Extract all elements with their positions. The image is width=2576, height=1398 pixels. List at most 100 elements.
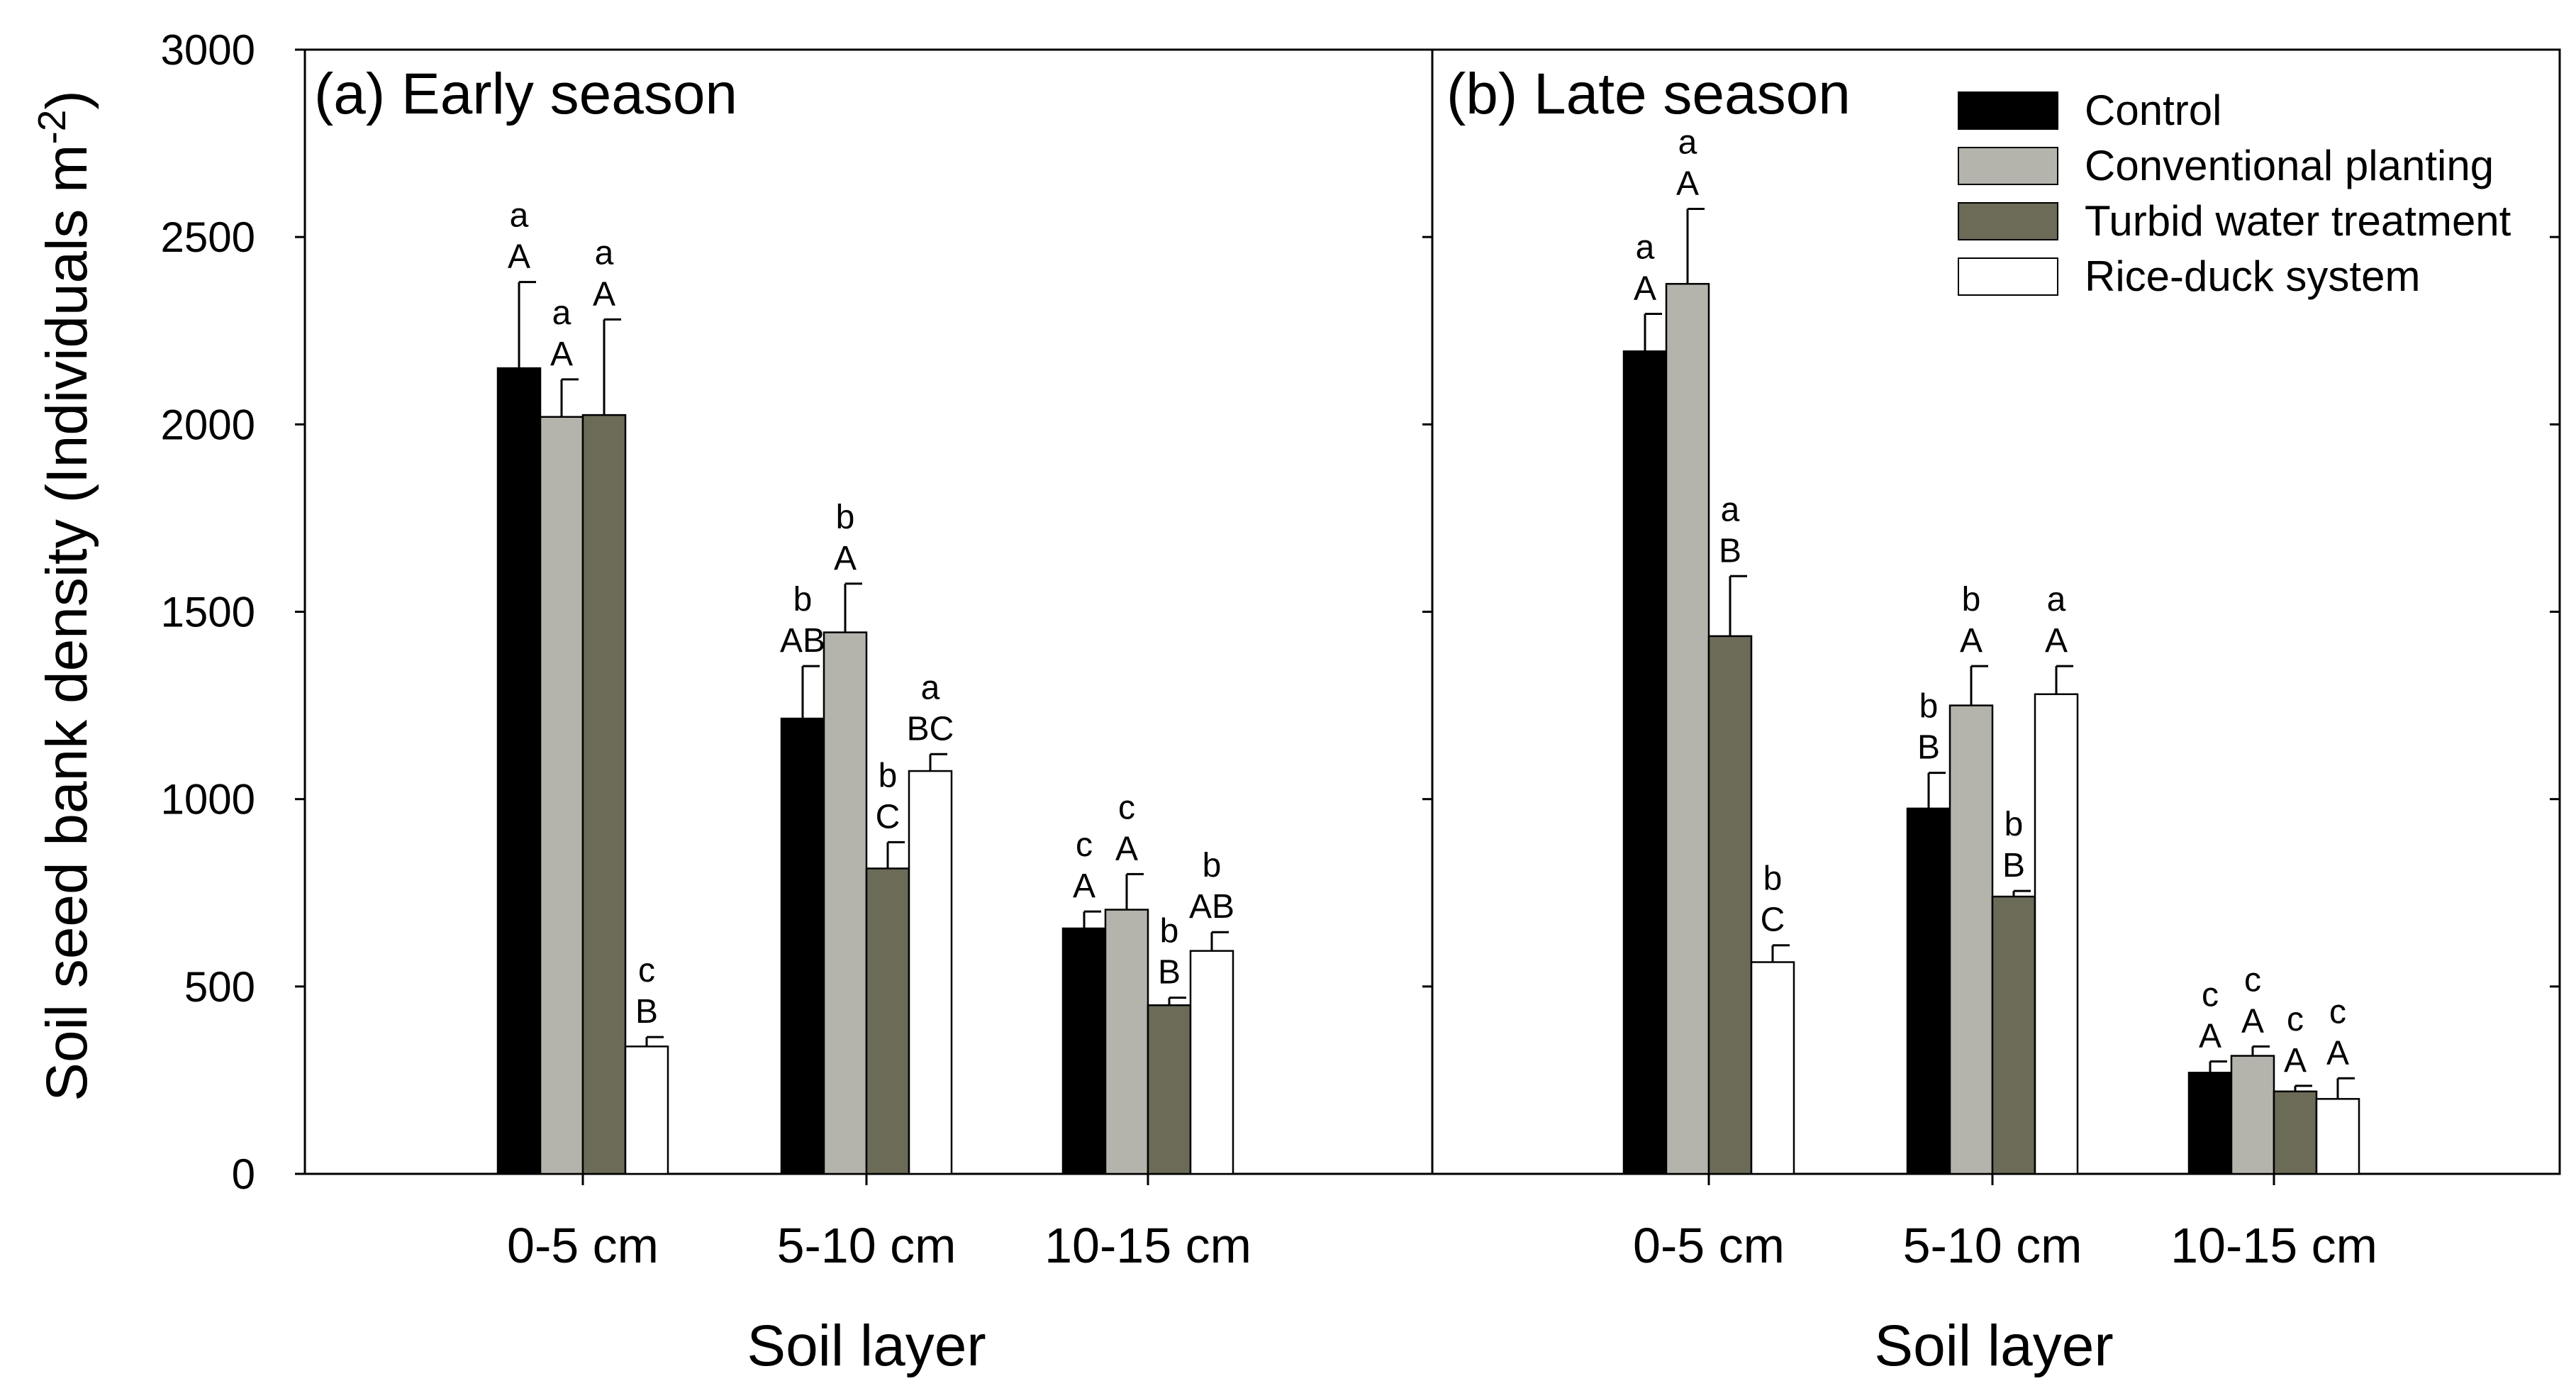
y-tick-label-3000: 3000: [161, 26, 255, 74]
panel-b-0-5-cm-conventional-planting-sig-upper: A: [1676, 165, 1699, 203]
panel-b-5-10-cm-rice-duck-system-bar: [2034, 693, 2079, 1175]
panel-a-5-10-cm-conventional-planting-bar: [823, 631, 868, 1175]
panel-b-5-10-cm-rice-duck-system-sig-lower: a: [2047, 581, 2066, 618]
panel-b-0-5-cm-conventional-planting-bar: [1665, 282, 1710, 1175]
panel-b-5-10-cm-control-bar: [1906, 807, 1951, 1175]
panel-a-5-10-cm-control-sig-upper: AB: [780, 622, 825, 660]
y-axis-title: Soil seed bank density (Individuals m-2): [30, 90, 99, 1101]
panel-b-5-10-cm-conventional-planting-sig-upper: A: [1960, 622, 1983, 660]
panel-a-10-15-cm-turbid-water-treatment-sig-upper: B: [1158, 954, 1181, 992]
panel-b-10-15-cm-conventional-planting-sig-upper: A: [2241, 1002, 2264, 1040]
panel-a-10-15-cm-rice-duck-system-sig-upper: AB: [1189, 888, 1234, 926]
panel-b-0-5-cm-rice-duck-system-sig-lower: b: [1763, 860, 1783, 898]
panel-b-5-10-cm-rice-duck-system-sig-upper: A: [2045, 622, 2068, 660]
panel-b-5-10-cm-control-sig-upper: B: [1917, 729, 1940, 767]
panel-b-5-10-cm-conventional-planting-sig-lower: b: [1962, 581, 1981, 618]
panel-a-5-10-cm-conventional-planting-sig-lower: b: [836, 499, 855, 536]
y-tick-label-1000: 1000: [161, 776, 255, 823]
panel-a-0-5-cm-conventional-planting-sig-lower: a: [552, 294, 571, 332]
y-axis-title-superscript: -2: [30, 110, 74, 145]
panel-b-0-5-cm-rice-duck-system-bar: [1750, 961, 1795, 1175]
panel-a-0-5-cm-rice-duck-system-sig-upper: B: [635, 993, 658, 1031]
panel-b-10-15-cm-conventional-planting-bar: [2230, 1055, 2275, 1175]
panel-b-5-10-cm-turbid-water-treatment-bar: [1991, 895, 2036, 1175]
legend-swatch-turbid: [1958, 202, 2058, 240]
panel-a-10-15-cm-control-sig-lower: c: [1076, 826, 1093, 864]
panel-b-5-10-cm-turbid-water-treatment-sig-lower: b: [2005, 806, 2024, 843]
panel-a-10-15-cm-conventional-planting-sig-upper: A: [1115, 830, 1138, 867]
panel-a-5-10-cm-control-sig-lower: b: [793, 581, 813, 618]
panel-a-10-15-cm-rice-duck-system-bar: [1189, 950, 1234, 1175]
y-tick-label-2500: 2500: [161, 213, 255, 261]
panel-b-10-15-cm-control-sig-lower: c: [2202, 977, 2219, 1014]
y-tick-labels: 0 500 1000 1500 2000 2500 3000: [161, 26, 255, 1198]
panel-b-10-15-cm-turbid-water-treatment-sig-lower: c: [2287, 1001, 2304, 1038]
legend-label-conventional: Conventional planting: [2085, 142, 2494, 189]
x-tick-label-5-10-cm: 5-10 cm: [777, 1218, 957, 1273]
panel-a-title: (a) Early season: [314, 62, 737, 126]
panel-a-0-5-cm-rice-duck-system-sig-lower: c: [638, 952, 655, 989]
panel-a-0-5-cm-turbid-water-treatment-bar: [581, 414, 627, 1175]
panel-a-5-10-cm-conventional-planting-sig-upper: A: [834, 540, 857, 577]
legend: Control Conventional planting Turbid wat…: [1958, 87, 2511, 300]
panel-a-10-15-cm-turbid-water-treatment-sig-lower: b: [1160, 913, 1179, 950]
panel-b-0-5-cm-control-sig-lower: a: [1636, 228, 1655, 266]
panel-a-5-10-cm-rice-duck-system-sig-upper: BC: [907, 710, 954, 748]
panel-a-5-10-cm-rice-duck-system-bar: [908, 770, 953, 1175]
panel-a-5-10-cm-turbid-water-treatment-sig-upper: C: [876, 798, 901, 836]
y-axis-title-main: Soil seed bank density (Individuals m: [35, 145, 99, 1102]
panel-b-0-5-cm-turbid-water-treatment-sig-lower: a: [1721, 491, 1740, 528]
panel-a-10-15-cm-control-sig-upper: A: [1073, 867, 1095, 905]
panel-b-0-5-cm-turbid-water-treatment-sig-upper: B: [1719, 532, 1741, 570]
panel-b-title: (b) Late season: [1446, 62, 1851, 126]
x-tick-label-10-15-cm: 10-15 cm: [2170, 1218, 2377, 1273]
panel-b-0-5-cm-conventional-planting-sig-lower: a: [1678, 124, 1697, 162]
panel-a-10-15-cm-rice-duck-system-sig-lower: b: [1203, 847, 1222, 884]
panel-a-0-5-cm-conventional-planting-sig-upper: A: [550, 335, 573, 373]
panel-a-0-5-cm-control-sig-upper: A: [508, 238, 530, 276]
x-tick-label-0-5-cm: 0-5 cm: [1633, 1218, 1785, 1273]
panel-a-0-5-cm-turbid-water-treatment-sig-upper: A: [593, 275, 615, 313]
x-tick-label-5-10-cm: 5-10 cm: [1903, 1218, 2082, 1273]
y-tick-label-0: 0: [232, 1150, 255, 1198]
panel-b-10-15-cm-rice-duck-system-sig-upper: A: [2326, 1034, 2349, 1072]
y-tick-label-1500: 1500: [161, 589, 255, 636]
panel-b: (b) Late season AaAaBaCbBbAbBbAaAcAcAcAc…: [1446, 62, 2377, 1378]
y-tick-label-500: 500: [184, 963, 255, 1011]
panel-b-0-5-cm-rice-duck-system-sig-upper: C: [1761, 902, 1785, 939]
legend-swatch-rice-duck: [1958, 257, 2058, 296]
panel-a-x-axis-title: Soil layer: [747, 1314, 986, 1378]
panel-a-5-10-cm-turbid-water-treatment-sig-lower: b: [879, 757, 898, 794]
panel-b-0-5-cm-control-bar: [1622, 350, 1668, 1175]
panel-b-10-15-cm-control-bar: [2187, 1072, 2233, 1175]
panel-b-x-axis-title: Soil layer: [1874, 1314, 2113, 1378]
x-tick-label-10-15-cm: 10-15 cm: [1044, 1218, 1251, 1273]
panel-a-5-10-cm-turbid-water-treatment-bar: [865, 867, 910, 1175]
panel-b-10-15-cm-conventional-planting-sig-lower: c: [2244, 961, 2261, 999]
panel-a-0-5-cm-control-bar: [496, 367, 542, 1175]
x-tick-label-0-5-cm: 0-5 cm: [507, 1218, 659, 1273]
panel-a-0-5-cm-turbid-water-treatment-sig-lower: a: [595, 234, 614, 272]
panel-a-0-5-cm-rice-duck-system-bar: [624, 1045, 669, 1175]
panel-b-10-15-cm-control-sig-upper: A: [2199, 1018, 2221, 1055]
panel-b-5-10-cm-conventional-planting-bar: [1948, 704, 1994, 1175]
panel-b-5-10-cm-turbid-water-treatment-sig-upper: B: [2002, 847, 2025, 884]
panel-b-10-15-cm-turbid-water-treatment-bar: [2273, 1090, 2318, 1175]
panel-a-categories: 0-5 cm 5-10 cm 10-15 cm: [507, 1174, 1251, 1273]
panel-a-10-15-cm-conventional-planting-sig-lower: c: [1118, 789, 1135, 826]
panel-b-categories: 0-5 cm 5-10 cm 10-15 cm: [1633, 1174, 2377, 1273]
panel-b-10-15-cm-turbid-water-treatment-sig-upper: A: [2284, 1042, 2307, 1080]
legend-label-rice-duck: Rice-duck system: [2085, 253, 2420, 300]
panel-b-0-5-cm-control-sig-upper: A: [1634, 270, 1656, 307]
panel-a-5-10-cm-rice-duck-system-sig-lower: a: [921, 669, 940, 706]
panel-a-10-15-cm-control-bar: [1061, 927, 1107, 1175]
panel-a-10-15-cm-conventional-planting-bar: [1104, 909, 1149, 1175]
panel-b-0-5-cm-turbid-water-treatment-bar: [1707, 635, 1753, 1175]
panel-b-10-15-cm-rice-duck-system-bar: [2315, 1098, 2360, 1175]
legend-label-turbid: Turbid water treatment: [2085, 197, 2511, 245]
panel-a-10-15-cm-turbid-water-treatment-bar: [1147, 1004, 1192, 1175]
